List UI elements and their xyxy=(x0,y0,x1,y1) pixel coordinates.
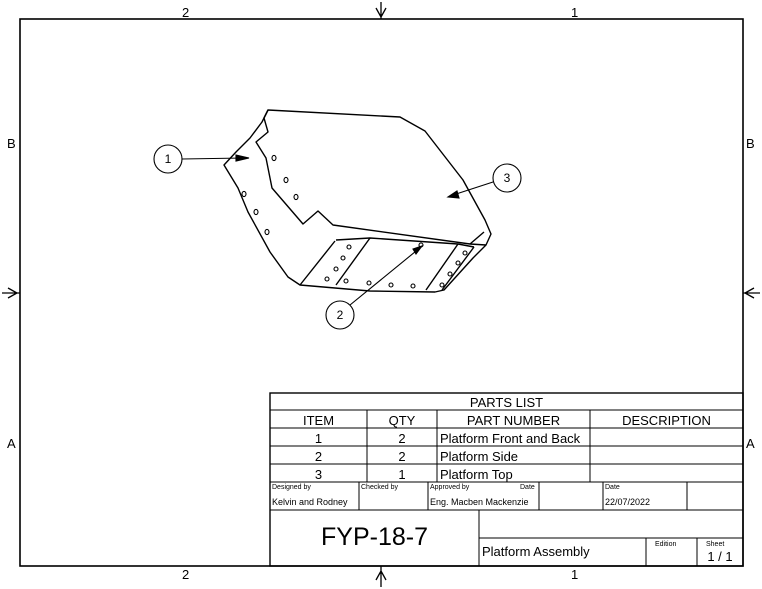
approved-by-value: Eng. Macben Mackenzie xyxy=(430,497,529,507)
date-value: 22/07/2022 xyxy=(605,497,651,507)
zone-label-right-b: B xyxy=(746,136,755,151)
parts-row-1-item: 1 xyxy=(314,431,323,446)
parts-row-3-item: 3 xyxy=(314,467,323,482)
designed-by-label: Designed by xyxy=(272,484,311,491)
balloon-1 xyxy=(153,144,250,174)
parts-row-3-part-number: Platform Top xyxy=(440,467,513,482)
balloon-2 xyxy=(325,244,424,330)
zone-label-top-right: 1 xyxy=(571,5,579,20)
date-label: Date xyxy=(605,484,620,491)
parts-list-header-part-number: PART NUMBER xyxy=(466,413,561,428)
checked-by-label: Checked by xyxy=(361,484,398,491)
balloon-3 xyxy=(446,163,522,199)
parts-row-1-part-number: Platform Front and Back xyxy=(440,431,581,446)
balloon-label-2: 2 xyxy=(336,308,344,322)
zone-label-left-b: B xyxy=(7,136,16,151)
parts-row-2-qty: 2 xyxy=(398,449,406,464)
sheet-label: Sheet xyxy=(706,541,725,548)
parts-list-title: PARTS LIST xyxy=(469,395,544,410)
parts-row-2-item: 2 xyxy=(314,449,323,464)
designed-by-value: Kelvin and Rodney xyxy=(272,497,348,507)
zone-label-top-left: 2 xyxy=(182,5,190,20)
parts-row-1-qty: 2 xyxy=(398,431,406,446)
balloon-label-3: 3 xyxy=(503,171,511,185)
parts-row-2-part-number: Platform Side xyxy=(440,449,519,464)
approved-by-label: Approved by xyxy=(430,484,470,491)
sheet-value: 1 / 1 xyxy=(707,549,733,564)
title-block-lines xyxy=(269,392,744,567)
edition-label: Edition xyxy=(655,541,677,548)
zone-label-bottom-right: 1 xyxy=(571,567,579,582)
parts-list-header-qty: QTY xyxy=(388,413,416,428)
zone-label-left-a: A xyxy=(7,436,16,451)
holes xyxy=(241,154,468,289)
parts-row-3-qty: 1 xyxy=(398,467,406,482)
platform-assembly-view xyxy=(223,109,492,293)
approved-date-label: Date xyxy=(520,484,535,491)
zone-label-bottom-left: 2 xyxy=(182,567,190,582)
drawing-title: Platform Assembly xyxy=(482,544,590,559)
zone-label-right-a: A xyxy=(746,436,755,451)
balloon-label-1: 1 xyxy=(164,152,172,166)
parts-list-header-item: ITEM xyxy=(302,413,335,428)
drawing-number: FYP-18-7 xyxy=(321,523,428,551)
parts-list-header-description: DESCRIPTION xyxy=(622,413,711,428)
